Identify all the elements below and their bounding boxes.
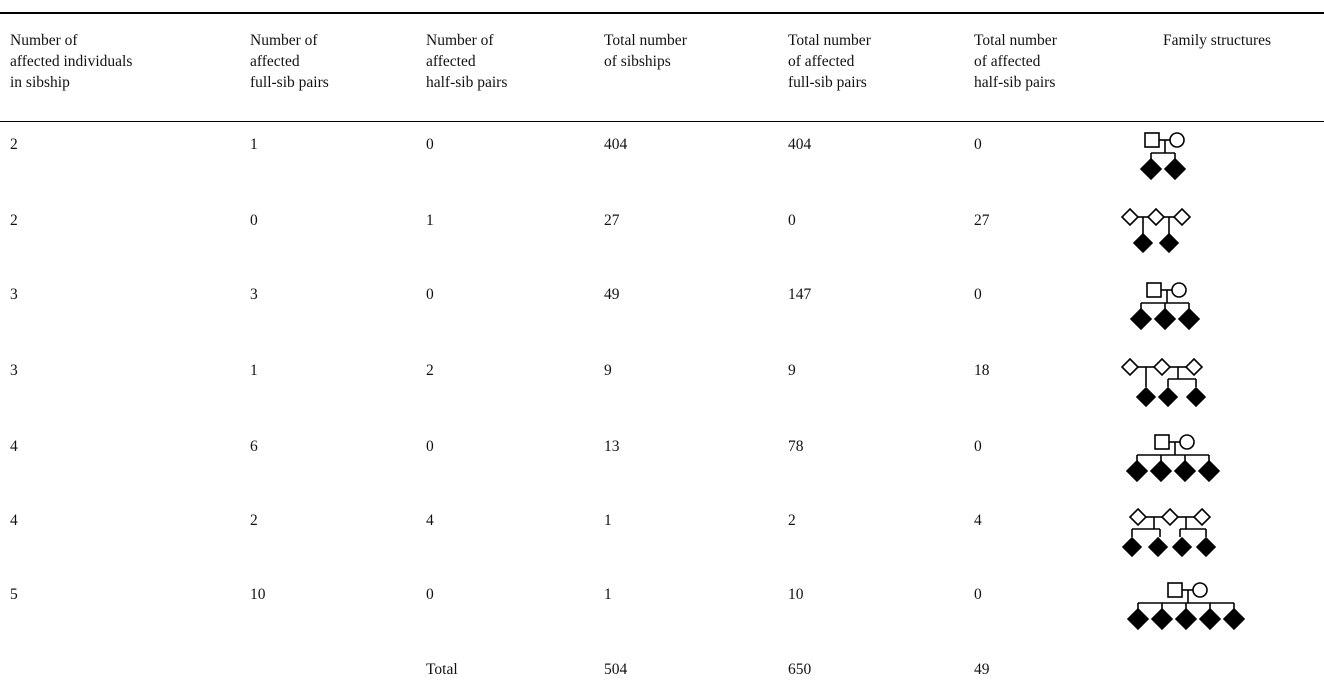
pedigree-half-sib-3-icon: [1118, 357, 1258, 416]
cell-full-sib-pairs: 1: [250, 362, 258, 379]
cell-half-sib-pairs: 0: [426, 136, 434, 153]
cell-total-half-sib-pairs: 27: [974, 212, 990, 229]
cell-total-sibships: 9: [604, 362, 612, 379]
header-total-half-sib-pairs: Total number of affected half-sib pairs: [974, 32, 1057, 91]
cell-total-full-sib-pairs: 10: [788, 586, 804, 603]
pedigree-full-sib-2-icon: [1118, 131, 1258, 190]
totals-full-sib-pairs: 650: [788, 661, 812, 678]
header-affected-individuals: Number of affected individuals in sibshi…: [10, 32, 133, 91]
cell-full-sib-pairs: 6: [250, 438, 258, 455]
cell-half-sib-pairs: 0: [426, 286, 434, 303]
totals-sibships: 504: [604, 661, 628, 678]
header-half-sib-pairs: Number of affected half-sib pairs: [426, 32, 508, 91]
header-family-structures: Family structures: [1163, 32, 1272, 49]
cell-total-full-sib-pairs: 9: [788, 362, 796, 379]
pedigree-half-sib-4-icon: [1118, 507, 1258, 566]
cell-half-sib-pairs: 0: [426, 586, 434, 603]
cell-total-sibships: 1: [604, 586, 612, 603]
cell-total-sibships: 49: [604, 286, 620, 303]
header-full-sib-pairs: Number of affected full-sib pairs: [250, 32, 329, 91]
cell-total-half-sib-pairs: 0: [974, 286, 982, 303]
totals-label: Total: [426, 661, 458, 678]
cell-total-sibships: 1: [604, 512, 612, 529]
cell-total-half-sib-pairs: 4: [974, 512, 982, 529]
cell-full-sib-pairs: 1: [250, 136, 258, 153]
cell-affected-individuals: 5: [10, 586, 18, 603]
pedigree-full-sib-3-icon: [1118, 281, 1258, 340]
cell-total-half-sib-pairs: 0: [974, 586, 982, 603]
pedigree-full-sib-5-icon: [1118, 581, 1258, 640]
cell-half-sib-pairs: 0: [426, 438, 434, 455]
cell-total-sibships: 404: [604, 136, 628, 153]
cell-affected-individuals: 2: [10, 136, 18, 153]
pedigree-full-sib-4-icon: [1118, 433, 1258, 492]
cell-total-full-sib-pairs: 404: [788, 136, 812, 153]
totals-half-sib-pairs: 49: [974, 661, 990, 678]
cell-full-sib-pairs: 0: [250, 212, 258, 229]
cell-total-sibships: 13: [604, 438, 620, 455]
cell-full-sib-pairs: 3: [250, 286, 258, 303]
cell-total-half-sib-pairs: 18: [974, 362, 990, 379]
cell-affected-individuals: 4: [10, 512, 18, 529]
cell-affected-individuals: 3: [10, 286, 18, 303]
pedigree-half-sib-2-icon: [1118, 207, 1258, 266]
header-total-sibships: Total number of sibships: [604, 32, 687, 70]
cell-half-sib-pairs: 2: [426, 362, 434, 379]
cell-total-half-sib-pairs: 0: [974, 136, 982, 153]
header-rule: [0, 121, 1324, 122]
cell-total-full-sib-pairs: 0: [788, 212, 796, 229]
cell-full-sib-pairs: 10: [250, 586, 266, 603]
cell-full-sib-pairs: 2: [250, 512, 258, 529]
table-top-rule: [0, 12, 1324, 14]
cell-affected-individuals: 4: [10, 438, 18, 455]
cell-affected-individuals: 3: [10, 362, 18, 379]
cell-total-half-sib-pairs: 0: [974, 438, 982, 455]
cell-total-full-sib-pairs: 147: [788, 286, 812, 303]
cell-half-sib-pairs: 1: [426, 212, 434, 229]
cell-half-sib-pairs: 4: [426, 512, 434, 529]
cell-total-full-sib-pairs: 2: [788, 512, 796, 529]
header-total-full-sib-pairs: Total number of affected full-sib pairs: [788, 32, 871, 91]
cell-affected-individuals: 2: [10, 212, 18, 229]
cell-total-sibships: 27: [604, 212, 620, 229]
cell-total-full-sib-pairs: 78: [788, 438, 804, 455]
